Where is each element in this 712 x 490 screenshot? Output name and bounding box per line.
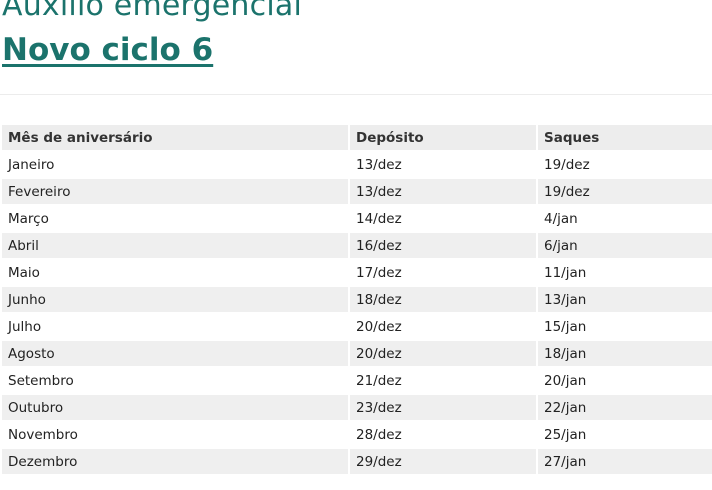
month-cell: Dezembro — [2, 449, 348, 474]
withdrawal-cell: 4/jan — [544, 210, 578, 227]
table-row: Janeiro 13/dez 19/dez — [2, 152, 712, 177]
divider — [0, 94, 712, 95]
withdrawal-cell: 18/jan — [538, 341, 712, 366]
table-header-row: Mês de aniversário Depósito Saques — [2, 125, 712, 150]
withdrawal-cell: 6/jan — [538, 233, 712, 258]
month-cell: Agosto — [2, 341, 348, 366]
month-cell: Janeiro — [8, 156, 55, 173]
deposit-cell: 28/dez — [356, 426, 402, 443]
deposit-cell: 29/dez — [350, 449, 536, 474]
table-row: Março 14/dez 4/jan — [2, 206, 712, 231]
month-cell: Outubro — [2, 395, 348, 420]
header-month: Mês de aniversário — [2, 125, 348, 150]
subtitle-link[interactable]: Novo ciclo 6 — [2, 32, 214, 68]
withdrawal-cell: 15/jan — [544, 318, 587, 335]
month-cell: Maio — [8, 264, 40, 281]
table-row: Setembro 21/dez 20/jan — [2, 368, 712, 393]
month-cell: Novembro — [8, 426, 78, 443]
deposit-cell: 13/dez — [356, 156, 402, 173]
withdrawal-cell: 22/jan — [538, 395, 712, 420]
deposit-cell: 17/dez — [356, 264, 402, 281]
withdrawal-cell: 19/dez — [538, 179, 712, 204]
month-cell: Abril — [2, 233, 348, 258]
withdrawal-cell: 27/jan — [538, 449, 712, 474]
withdrawal-cell: 11/jan — [544, 264, 587, 281]
table-row: Julho 20/dez 15/jan — [2, 314, 712, 339]
table-row: Novembro 28/dez 25/jan — [2, 422, 712, 447]
deposit-cell: 14/dez — [356, 210, 402, 227]
month-cell: Março — [8, 210, 49, 227]
table-row: Maio 17/dez 11/jan — [2, 260, 712, 285]
header-withdrawals: Saques — [538, 125, 712, 150]
table-row: Dezembro 29/dez 27/jan — [2, 449, 712, 474]
deposit-cell: 18/dez — [350, 287, 536, 312]
deposit-cell: 13/dez — [350, 179, 536, 204]
withdrawal-cell: 13/jan — [538, 287, 712, 312]
deposit-cell: 21/dez — [356, 372, 402, 389]
month-cell: Junho — [2, 287, 348, 312]
table-row: Junho 18/dez 13/jan — [2, 287, 712, 312]
schedule-table: Mês de aniversário Depósito Saques Janei… — [0, 123, 712, 476]
withdrawal-cell: 25/jan — [544, 426, 587, 443]
withdrawal-cell: 19/dez — [544, 156, 590, 173]
header-deposit: Depósito — [350, 125, 536, 150]
deposit-cell: 20/dez — [350, 341, 536, 366]
withdrawal-cell: 20/jan — [544, 372, 587, 389]
month-cell: Fevereiro — [2, 179, 348, 204]
table-row: Fevereiro 13/dez 19/dez — [2, 179, 712, 204]
deposit-cell: 23/dez — [350, 395, 536, 420]
table-row: Outubro 23/dez 22/jan — [2, 395, 712, 420]
month-cell: Julho — [8, 318, 42, 335]
table-row: Abril 16/dez 6/jan — [2, 233, 712, 258]
month-cell: Setembro — [8, 372, 74, 389]
deposit-cell: 16/dez — [350, 233, 536, 258]
deposit-cell: 20/dez — [356, 318, 402, 335]
page-title: Auxilio emergencial — [2, 0, 302, 23]
table-row: Agosto 20/dez 18/jan — [2, 341, 712, 366]
